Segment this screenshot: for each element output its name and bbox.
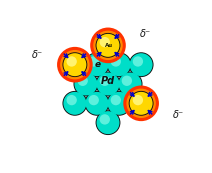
Circle shape bbox=[63, 91, 87, 116]
Circle shape bbox=[74, 72, 98, 95]
Circle shape bbox=[119, 72, 142, 95]
Circle shape bbox=[63, 53, 86, 76]
Circle shape bbox=[89, 56, 99, 67]
Circle shape bbox=[96, 111, 120, 134]
Circle shape bbox=[100, 114, 110, 125]
Circle shape bbox=[74, 72, 98, 96]
Circle shape bbox=[85, 92, 109, 115]
Circle shape bbox=[96, 34, 120, 57]
Circle shape bbox=[60, 50, 90, 79]
Circle shape bbox=[93, 31, 123, 60]
Circle shape bbox=[107, 92, 131, 115]
Circle shape bbox=[96, 72, 120, 95]
Text: δ⁻: δ⁻ bbox=[140, 29, 151, 39]
Circle shape bbox=[123, 85, 159, 121]
Circle shape bbox=[63, 52, 87, 77]
Circle shape bbox=[107, 91, 131, 116]
Circle shape bbox=[96, 33, 120, 58]
Circle shape bbox=[96, 110, 120, 135]
Circle shape bbox=[63, 92, 86, 115]
Circle shape bbox=[118, 72, 142, 96]
Circle shape bbox=[90, 28, 126, 63]
Text: δ⁻: δ⁻ bbox=[32, 51, 43, 61]
Circle shape bbox=[129, 91, 153, 116]
Circle shape bbox=[111, 95, 121, 105]
Circle shape bbox=[85, 91, 109, 116]
Circle shape bbox=[130, 92, 153, 115]
Circle shape bbox=[130, 53, 153, 76]
Circle shape bbox=[85, 53, 109, 76]
Circle shape bbox=[85, 52, 109, 77]
Circle shape bbox=[100, 76, 110, 86]
Circle shape bbox=[89, 95, 99, 105]
Circle shape bbox=[100, 37, 110, 47]
Circle shape bbox=[111, 56, 121, 67]
Circle shape bbox=[67, 95, 77, 105]
Circle shape bbox=[96, 72, 120, 96]
Circle shape bbox=[57, 47, 93, 83]
Circle shape bbox=[126, 89, 156, 118]
Text: Pd: Pd bbox=[101, 76, 115, 86]
Text: e: e bbox=[94, 60, 100, 69]
Circle shape bbox=[133, 56, 143, 67]
Circle shape bbox=[133, 95, 143, 105]
Circle shape bbox=[67, 56, 77, 67]
Circle shape bbox=[107, 53, 131, 76]
Text: δ⁻: δ⁻ bbox=[173, 110, 184, 120]
Circle shape bbox=[129, 52, 153, 77]
Circle shape bbox=[122, 76, 132, 86]
Text: Au: Au bbox=[105, 43, 113, 48]
Circle shape bbox=[107, 52, 131, 77]
Circle shape bbox=[78, 76, 88, 86]
